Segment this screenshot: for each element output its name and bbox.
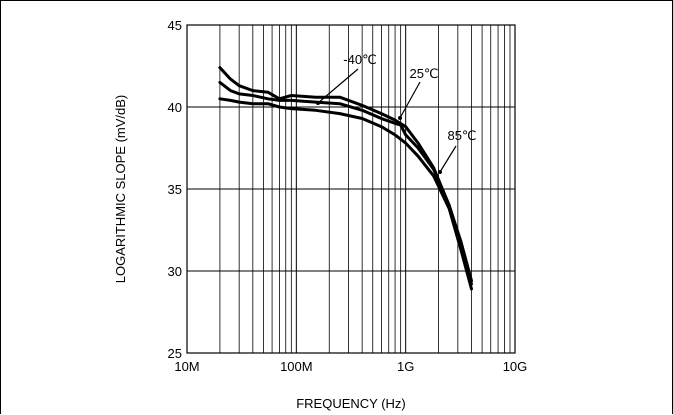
x-tick-label: 10G bbox=[503, 359, 528, 374]
x-tick-label: 100M bbox=[280, 359, 313, 374]
annotation-leader-85 bbox=[439, 145, 457, 173]
annotation-label-25: 25℃ bbox=[409, 66, 438, 81]
annotation-arrowhead-85 bbox=[438, 170, 442, 174]
annotation-leader-25 bbox=[399, 81, 421, 119]
annotation-label-85: 85℃ bbox=[447, 128, 476, 143]
annotation-leader-40 bbox=[317, 68, 359, 104]
x-axis-label: FREQUENCY (Hz) bbox=[296, 396, 406, 411]
annotation-arrowhead-40 bbox=[316, 101, 320, 105]
annotation-arrowhead-25 bbox=[398, 116, 402, 120]
y-tick-label: 25 bbox=[168, 346, 182, 361]
y-axis-label: LOGARITHMIC SLOPE (mV/dB) bbox=[113, 95, 128, 284]
annotations: -40℃ 25℃ 85℃ bbox=[316, 52, 477, 174]
plot-area bbox=[186, 24, 516, 354]
y-tick-labels: 25 30 35 40 45 bbox=[168, 18, 182, 361]
x-tick-labels: 10M 100M 1G 10G bbox=[174, 359, 527, 374]
series-lines bbox=[218, 66, 473, 291]
y-tick-label: 40 bbox=[168, 100, 182, 115]
y-tick-label: 30 bbox=[168, 264, 182, 279]
grid bbox=[187, 25, 515, 353]
x-tick-label: 10M bbox=[174, 359, 199, 374]
y-tick-label: 35 bbox=[168, 182, 182, 197]
annotation-label-40: -40℃ bbox=[343, 52, 376, 67]
x-tick-label: 1G bbox=[397, 359, 414, 374]
series-line-85 bbox=[218, 97, 473, 291]
series-line-25 bbox=[218, 80, 473, 286]
y-tick-label: 45 bbox=[168, 18, 182, 33]
